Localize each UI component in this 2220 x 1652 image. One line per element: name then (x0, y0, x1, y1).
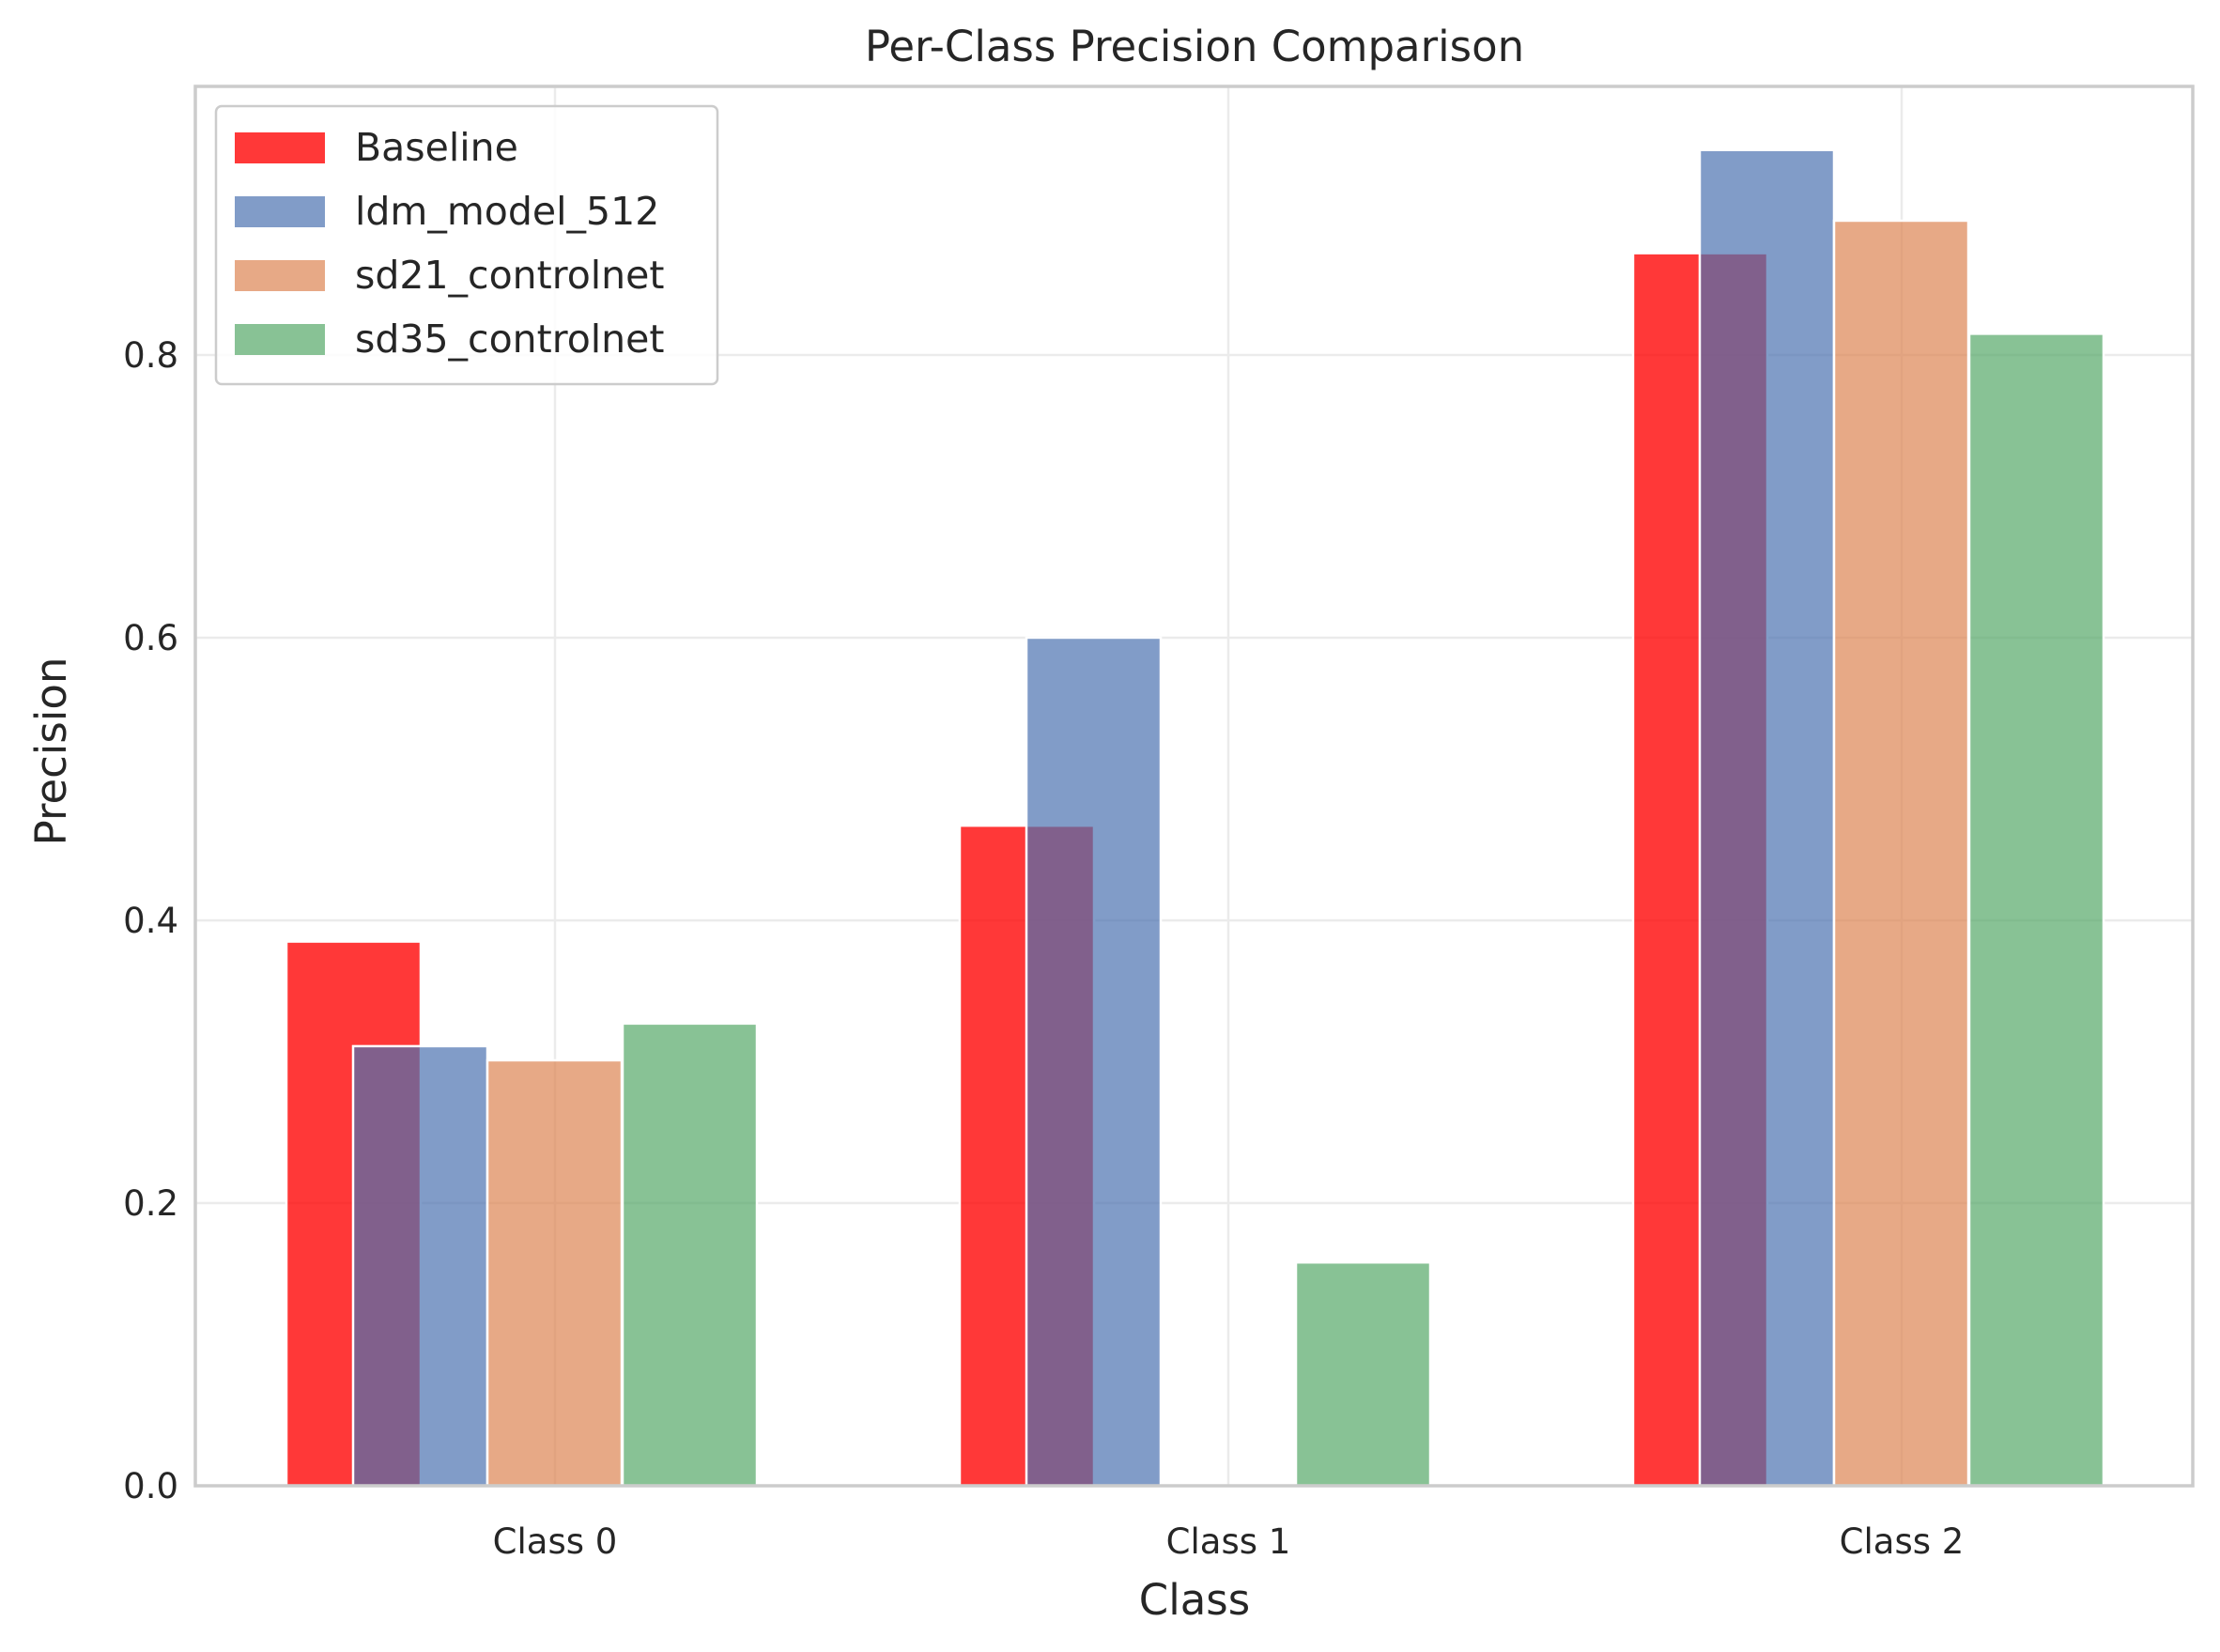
legend-swatch (235, 324, 325, 355)
legend-swatch (235, 260, 325, 291)
legend-box (214, 104, 719, 386)
bar-ldm_model_512-class-2 (1698, 148, 1836, 1488)
bar-ldm_model_512-class-1 (1025, 636, 1163, 1488)
x-tick-label: Class 2 (1840, 1521, 1965, 1562)
y-axis-label: Precision (26, 657, 76, 846)
y-tick-label: 0.6 (123, 618, 178, 658)
bar-sd21_controlnet-class-2 (1832, 219, 1970, 1488)
legend: Baseline ldm_model_512 sd21_controlnet sd35… (214, 104, 719, 386)
bar-sd35_controlnet-class-1 (1294, 1260, 1432, 1488)
y-tick-label: 0.0 (123, 1466, 178, 1506)
bars (285, 148, 2105, 1488)
legend-label: sd21_controlnet (355, 253, 664, 298)
x-tick-label: Class 1 (1166, 1521, 1291, 1562)
legend-label: Baseline (355, 125, 518, 170)
y-axis-ticks: 0.0 0.2 0.4 0.6 0.8 (123, 335, 178, 1506)
y-tick-label: 0.4 (123, 901, 178, 941)
x-tick-label: Class 0 (493, 1521, 618, 1562)
legend-label: sd35_controlnet (355, 317, 664, 362)
plot-frame (193, 85, 2195, 1488)
legend-label: ldm_model_512 (355, 189, 659, 234)
x-axis-label: Class (1139, 1575, 1250, 1625)
bar-sd35_controlnet-class-2 (1967, 332, 2105, 1488)
legend-swatch (235, 196, 325, 227)
y-tick-label: 0.2 (123, 1183, 178, 1224)
chart-title: Per-Class Precision Comparison (865, 22, 1524, 71)
bar-sd21_controlnet-class-0 (486, 1058, 624, 1488)
bar-sd35_controlnet-class-0 (621, 1022, 759, 1488)
legend-swatch (235, 132, 325, 163)
y-tick-label: 0.8 (123, 335, 178, 376)
x-axis-ticks: Class 0 Class 1 Class 2 (493, 1521, 1965, 1562)
bar-ldm_model_512-class-0 (351, 1044, 489, 1488)
